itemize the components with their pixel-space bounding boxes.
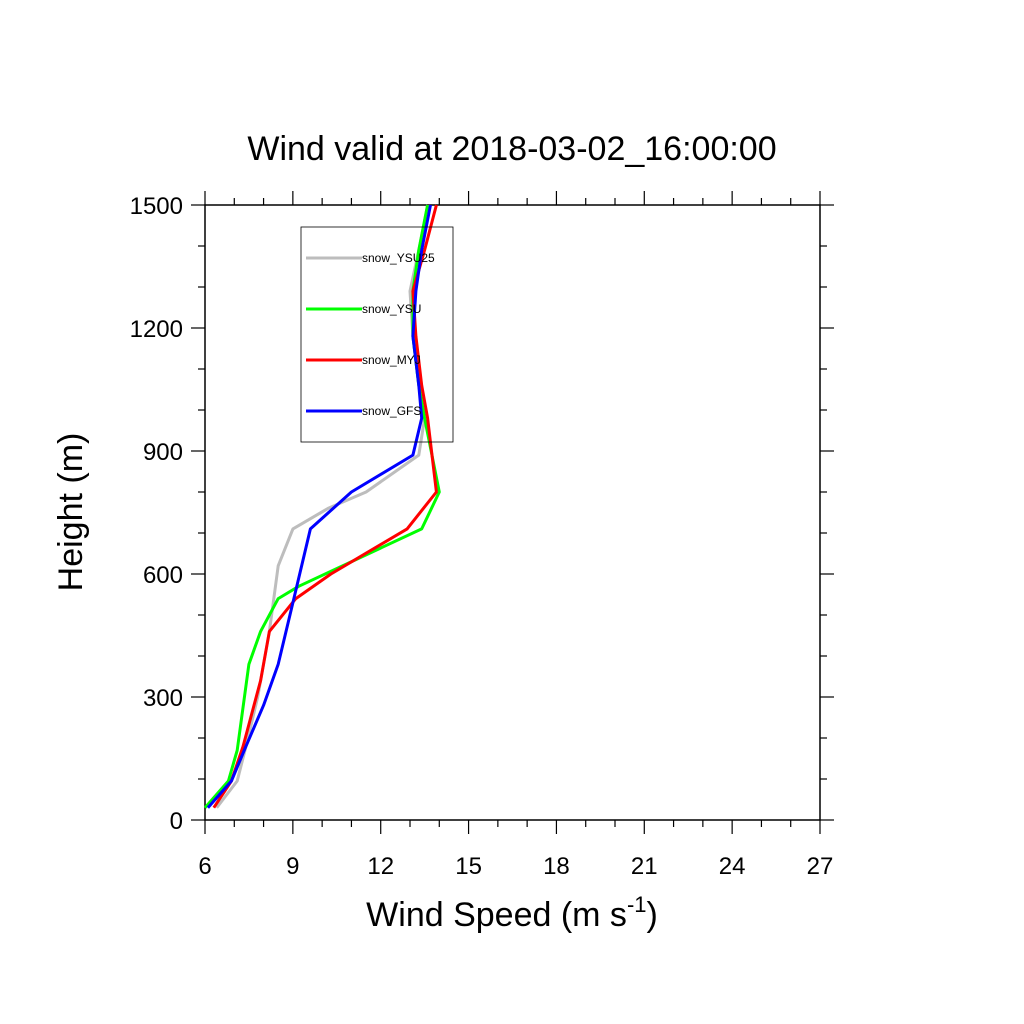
y-tick-label: 600 <box>143 562 183 589</box>
y-tick-label: 900 <box>143 439 183 466</box>
series-line-snow_GFS <box>206 204 432 809</box>
x-axis-label: Wind Speed (m s-1) <box>366 892 658 934</box>
legend-label: snow_YSU25 <box>362 251 435 265</box>
x-tick-label: 15 <box>455 853 482 880</box>
x-tick-label: 27 <box>807 853 834 880</box>
series-lines <box>203 204 441 809</box>
chart-title: Wind valid at 2018-03-02_16:00:00 <box>247 130 776 168</box>
x-axis-label-end: ) <box>647 896 658 934</box>
x-tick-label: 6 <box>198 853 211 880</box>
plot-frame <box>204 204 821 821</box>
axis-ticks <box>191 191 834 834</box>
series-line-snow_YSU25 <box>215 204 430 809</box>
x-tick-label: 24 <box>719 853 746 880</box>
y-tick-label: 1500 <box>130 193 183 220</box>
tick-labels: 6 9 12 15 18 21 24 27 0 300 600 900 1200 1500 <box>130 193 834 880</box>
series-line-snow_MYJ <box>212 204 438 809</box>
y-tick-label: 300 <box>143 685 183 712</box>
plot-area <box>204 204 821 821</box>
x-tick-label: 21 <box>631 853 658 880</box>
series-line-snow_YSU <box>203 204 441 809</box>
legend-label: snow_YSU <box>362 302 421 316</box>
legend-box <box>300 226 454 443</box>
y-tick-label: 0 <box>170 808 183 835</box>
y-tick-label: 1200 <box>130 316 183 343</box>
y-axis-label: Height (m) <box>52 433 90 592</box>
x-tick-label: 18 <box>543 853 570 880</box>
legend-label: snow_GFS <box>362 404 421 418</box>
x-axis-label-superscript: -1 <box>627 892 647 917</box>
legend: snow_YSU25 snow_YSU snow_MYJ snow_GFS <box>300 226 454 443</box>
legend-label: snow_MYJ <box>362 353 421 367</box>
x-axis-label-text: Wind Speed (m s <box>366 896 627 934</box>
x-tick-label: 12 <box>367 853 394 880</box>
x-tick-label: 9 <box>286 853 299 880</box>
